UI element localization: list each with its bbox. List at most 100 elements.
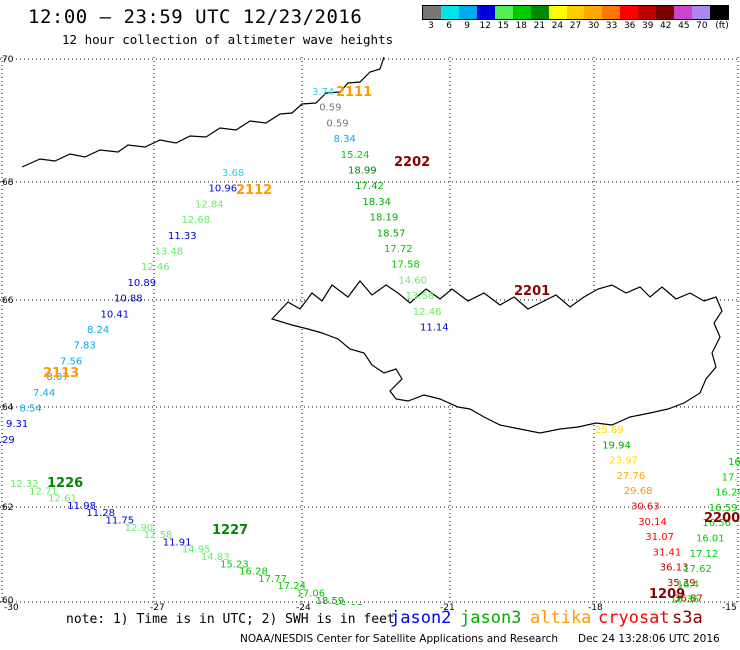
wave-height-label: 7.56: [60, 356, 82, 367]
wave-height-label: 18.19: [370, 213, 399, 224]
color-scale-label: 15: [497, 21, 509, 31]
wave-height-label: 35.39: [667, 578, 696, 589]
wave-height-label: 25.69: [595, 425, 624, 436]
color-scale-label: 21: [533, 21, 546, 31]
wave-height-label: 27.76: [617, 471, 646, 482]
wave-height-label: 31.07: [645, 532, 674, 543]
wave-height-label: 0.59: [326, 118, 348, 129]
color-swatch: [548, 6, 567, 19]
wave-height-label: 12.90: [125, 523, 154, 534]
longitude-tick-label: -27: [150, 603, 165, 613]
page-subtitle: 12 hour collection of altimeter wave hei…: [62, 32, 394, 47]
wave-height-label: 12.32: [10, 479, 39, 490]
color-scale-label: 70: [696, 21, 708, 31]
color-scale-label: 24: [551, 21, 564, 31]
color-scale-label: (ft): [715, 21, 729, 31]
color-scale-label: 18: [515, 21, 528, 31]
wave-height-label: 11.28: [86, 508, 115, 519]
wave-height-label: 11.98: [67, 501, 96, 512]
color-scale-label: 6: [446, 21, 452, 31]
color-swatch: [494, 6, 513, 19]
wave-height-label: 12.84: [195, 199, 224, 210]
pass-number: 2111: [336, 85, 372, 100]
wave-height-label: 12.46: [413, 307, 442, 318]
wave-height-label: 14.60: [398, 275, 427, 286]
timestamp: Dec 24 13:28:06 UTC 2016: [578, 633, 720, 645]
color-scale-label: 30: [587, 21, 600, 31]
iceland-island: [270, 280, 723, 434]
wave-height-map: 3.74 0.59 0.59 8.34 15.24 18.99 17.42 18.34 18.1…: [0, 57, 740, 605]
wave-height-label: 3.68: [222, 168, 244, 179]
color-swatch: [674, 6, 693, 19]
color-swatch: [620, 6, 639, 19]
wave-height-label: 19.12: [335, 603, 364, 605]
color-swatch: [602, 6, 621, 19]
wave-height-label: 8.34: [334, 134, 356, 145]
wave-height-label: 17.06: [297, 589, 326, 600]
wave-height-label: 14.95: [182, 545, 211, 556]
wave-height-label: 11.75: [106, 516, 135, 527]
color-scale-labels: 3 6 9 12 15 18 21 24 27 30 33 36 39 42 45 70 (ft): [422, 21, 729, 35]
color-scale-bar: [422, 5, 729, 20]
wave-height-label: 12.68: [182, 215, 211, 226]
satellite-legend-jason2: jason2: [390, 608, 452, 628]
wave-height-label: 15.23: [220, 559, 249, 570]
color-swatch: [692, 6, 710, 19]
wave-height-label: 16.01: [696, 534, 725, 545]
satellite-legend-jason3: jason3: [460, 608, 522, 628]
latitude-tick-label: 66: [2, 296, 14, 306]
wave-height-label: 13.58: [406, 291, 435, 302]
wave-height-label: 16.59: [709, 503, 738, 514]
color-scale-label: 3: [428, 21, 434, 31]
wave-height-label: 8.07: [47, 372, 69, 383]
latitude-tick-label: 68: [2, 178, 14, 188]
wave-height-label: 16.: [728, 457, 740, 468]
color-swatch: [440, 6, 459, 19]
wave-height-label: 36.13: [660, 563, 689, 574]
color-swatch: [530, 6, 549, 19]
color-swatch: [476, 6, 495, 19]
color-swatch: [584, 6, 603, 19]
wave-height-label: 15.24: [341, 150, 370, 161]
wave-height-label: 17.42: [355, 181, 384, 192]
wave-height-label: 7.83: [74, 341, 96, 352]
wave-height-label: 17.: [722, 472, 738, 483]
color-swatch: [710, 6, 728, 19]
color-scale-label: 27: [569, 21, 582, 31]
wave-height-label: 3.74: [312, 87, 334, 98]
latitude-tick-label: 60: [2, 596, 14, 606]
wave-height-label: 12.58: [144, 530, 173, 541]
satellite-legend-cryosat: cryosat: [598, 608, 670, 628]
wave-height-label: 17.77: [258, 574, 287, 585]
longitude-tick-label: -18: [588, 603, 603, 613]
wave-height-label: 9.29: [0, 435, 15, 446]
color-swatch: [458, 6, 477, 19]
wave-height-label: 17.72: [384, 244, 413, 255]
pass-number: 2200: [704, 511, 740, 526]
wave-height-label: 18.99: [348, 166, 377, 177]
satellite-legend-s3a: s3a: [672, 608, 703, 628]
color-scale-label: 45: [678, 21, 690, 31]
pass-number: 2112: [236, 183, 272, 198]
wave-height-label: 30.14: [638, 517, 667, 528]
longitude-tick-label: -21: [440, 603, 455, 613]
color-scale-label: 12: [479, 21, 491, 31]
credit-text: NOAA/NESDIS Center for Satellite Applica…: [240, 633, 558, 645]
color-swatch: [423, 6, 441, 19]
page-title: 12:00 – 23:59 UTC 12/23/2016: [28, 6, 363, 28]
wave-height-label: 12.61: [48, 494, 77, 505]
pass-number: 1209: [649, 587, 685, 602]
wave-height-label: 19.94: [602, 440, 631, 451]
color-swatch: [656, 6, 675, 19]
wave-height-label: 11.91: [163, 537, 192, 548]
color-scale-label: 39: [642, 21, 654, 31]
wave-height-label: 16.56: [702, 518, 731, 529]
footer-note: note: 1) Time is in UTC; 2) SWH is in fe…: [66, 612, 395, 627]
wave-height-label: 36.87: [674, 593, 703, 604]
wave-height-label: 16.29: [715, 488, 740, 499]
wave-height-label: 30.63: [631, 502, 660, 513]
latitude-tick-label: 70: [2, 55, 14, 65]
wave-height-label: 0.59: [319, 103, 341, 114]
color-swatch: [512, 6, 531, 19]
wave-height-label: 9.31: [6, 419, 28, 430]
